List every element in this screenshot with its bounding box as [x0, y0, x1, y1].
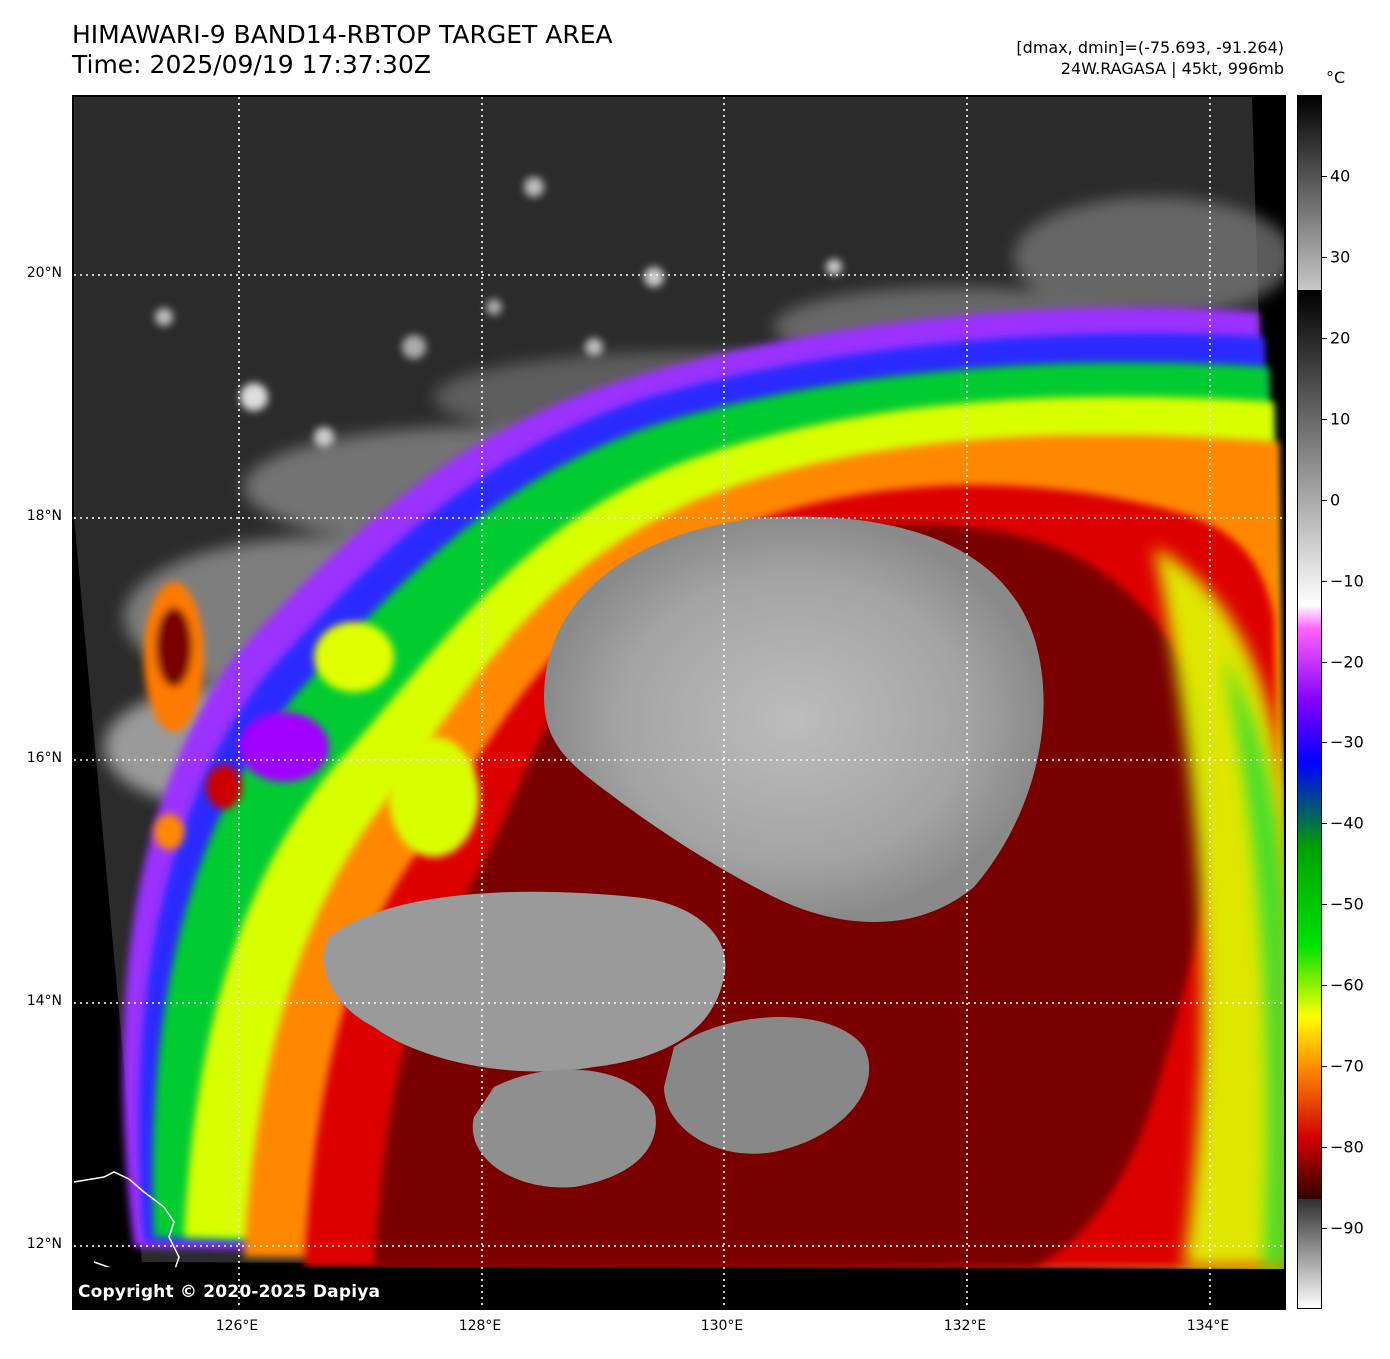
colorbar-tick — [1322, 499, 1327, 501]
lon-label-130e: 130°E — [700, 1318, 744, 1334]
colorbar-tick — [1322, 904, 1327, 906]
colorbar-tick — [1322, 1228, 1327, 1230]
central-dense-overcast — [544, 516, 1044, 922]
colorbar-tick — [1322, 661, 1327, 663]
colorbar-tick — [1322, 1147, 1327, 1149]
colorbar-tick-label: −70 — [1330, 1056, 1364, 1076]
lon-label-134e: 134°E — [1186, 1318, 1230, 1334]
satellite-map[interactable]: Copyright © 2020-2025 Dapiya — [72, 95, 1286, 1310]
lon-label-128e: 128°E — [458, 1318, 502, 1334]
colorbar-tick — [1322, 1066, 1327, 1068]
colorbar-tick — [1322, 175, 1327, 177]
lat-label-20n: 20°N — [26, 265, 62, 281]
colorbar-tick-label: 30 — [1330, 247, 1351, 267]
colorbar-tick-label: −80 — [1330, 1137, 1364, 1157]
satellite-imagery — [74, 97, 1284, 1308]
colorbar-tick — [1322, 418, 1327, 420]
colorbar-tick — [1322, 742, 1327, 744]
storm-info: [dmax, dmin]=(-75.693, -91.264) 24W.RAGA… — [1016, 37, 1284, 79]
lon-label-132e: 132°E — [943, 1318, 987, 1334]
coastline — [74, 1171, 180, 1273]
colorbar-tick-label: 20 — [1330, 328, 1351, 348]
lat-label-14n: 14°N — [26, 993, 62, 1009]
colorbar-tick — [1322, 823, 1327, 825]
lon-label-126e: 126°E — [215, 1318, 259, 1334]
cold-cloud-mass-southwest — [324, 891, 726, 1072]
colorbar-tick — [1322, 256, 1327, 258]
colorbar-tick-label: −60 — [1330, 975, 1364, 995]
colorbar-tick-label: 40 — [1330, 166, 1351, 186]
figure-title: HIMAWARI-9 BAND14-RBTOP TARGET AREA Time… — [72, 20, 613, 80]
graticule — [74, 97, 1284, 1308]
colorbar-tick-label: 0 — [1330, 490, 1341, 510]
colorbar-tick — [1322, 337, 1327, 339]
lat-label-16n: 16°N — [26, 750, 62, 766]
colorbar-tick-label: −20 — [1330, 652, 1364, 672]
lat-label-12n: 12°N — [26, 1236, 62, 1252]
colorbar-tick-label: −50 — [1330, 894, 1364, 914]
dmax-dmin-text: [dmax, dmin]=(-75.693, -91.264) — [1016, 38, 1284, 57]
copyright-text: Copyright © 2020-2025 Dapiya — [78, 1282, 381, 1302]
colorbar-tick-label: 10 — [1330, 409, 1351, 429]
lat-label-18n: 18°N — [26, 508, 62, 524]
colorbar-tick-label: −90 — [1330, 1218, 1364, 1238]
colorbar-tick-label: −40 — [1330, 813, 1364, 833]
colorbar — [1297, 95, 1322, 1309]
cold-cloud-mass-southeast — [664, 1017, 870, 1154]
storm-id-text: 24W.RAGASA | 45kt, 996mb — [1060, 59, 1284, 78]
colorbar-unit: °C — [1326, 68, 1346, 87]
title-line-1: HIMAWARI-9 BAND14-RBTOP TARGET AREA — [72, 20, 613, 49]
cold-cloud-mass-south — [472, 1069, 656, 1188]
colorbar-tick-label: −30 — [1330, 732, 1364, 752]
colorbar-tick-label: −10 — [1330, 571, 1364, 591]
title-line-2: Time: 2025/09/19 17:37:30Z — [72, 50, 431, 79]
colorbar-tick — [1322, 985, 1327, 987]
colorbar-tick — [1322, 580, 1327, 582]
